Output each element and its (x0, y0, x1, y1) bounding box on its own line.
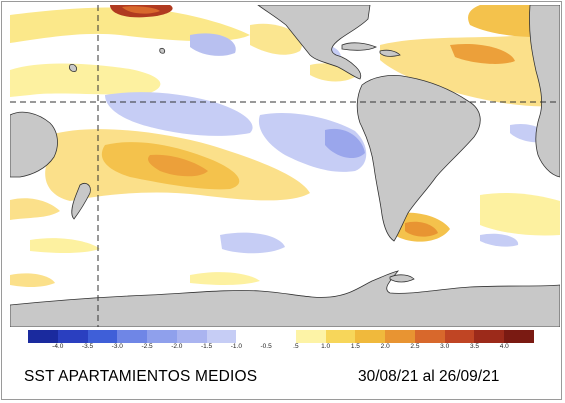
figure-caption: SST APARTAMIENTOS MEDIOS (24, 368, 258, 385)
color-scale-tick-label: .5 (293, 343, 299, 350)
color-scale-cell (385, 330, 415, 343)
color-scale-tick-label: -3.5 (81, 343, 94, 350)
color-scale-cell (176, 330, 207, 343)
antarctica (10, 270, 560, 327)
north-america (257, 5, 371, 80)
color-scale-bar (28, 330, 535, 343)
color-scale-tick-label: -0.5 (260, 343, 272, 350)
color-scale-cell (444, 330, 475, 343)
new-zealand (71, 183, 91, 220)
color-scale-tick-label: -2.0 (171, 343, 183, 350)
color-scale-tick-label: -2.5 (141, 343, 153, 350)
land (10, 5, 560, 327)
color-scale-tick-label: 3.5 (469, 343, 479, 350)
color-scale-tick-label: 1.0 (321, 343, 331, 350)
color-scale-tick-label: -4.0 (52, 343, 64, 350)
color-scale-cell (117, 330, 148, 343)
color-scale-cell (355, 330, 386, 343)
sst-anomaly-map (10, 5, 560, 327)
color-scale-cell (87, 330, 118, 343)
australia (10, 111, 58, 178)
color-scale-cell (414, 330, 445, 343)
map-svg (10, 5, 560, 327)
color-scale-tick-label: -1.5 (200, 343, 213, 350)
warm-anomalies (10, 5, 560, 287)
color-scale-cell (325, 330, 356, 343)
color-scale-tick-label: -1.0 (230, 343, 242, 350)
color-scale-tick-label: 1.5 (350, 343, 360, 350)
color-scale-cell (504, 330, 535, 343)
color-scale-cell (474, 330, 505, 343)
south-america (356, 75, 481, 242)
color-scale-tick-label: -3.0 (111, 343, 123, 350)
color-scale-cell (147, 330, 177, 343)
color-scale-ticks: -4.0 -3.5 -3.0 -2.5 -2.0 -1.5 -1.0 -0.5 .5 1.0 1.5… (28, 343, 534, 353)
color-scale-cell (28, 330, 58, 343)
color-scale-tick-label: 2.5 (410, 343, 420, 350)
color-scale-cell (295, 330, 326, 343)
africa (529, 5, 560, 178)
color-scale-tick-label: 4.0 (499, 343, 509, 350)
color-scale-cell (236, 330, 267, 343)
color-scale-tick-label: 2.0 (380, 343, 390, 350)
color-scale-cell (266, 330, 296, 343)
color-scale-tick-label: 3.0 (440, 343, 450, 350)
color-scale-cell (57, 330, 88, 343)
color-scale-cell (206, 330, 237, 343)
date-range: 30/08/21 al 26/09/21 (358, 368, 500, 385)
